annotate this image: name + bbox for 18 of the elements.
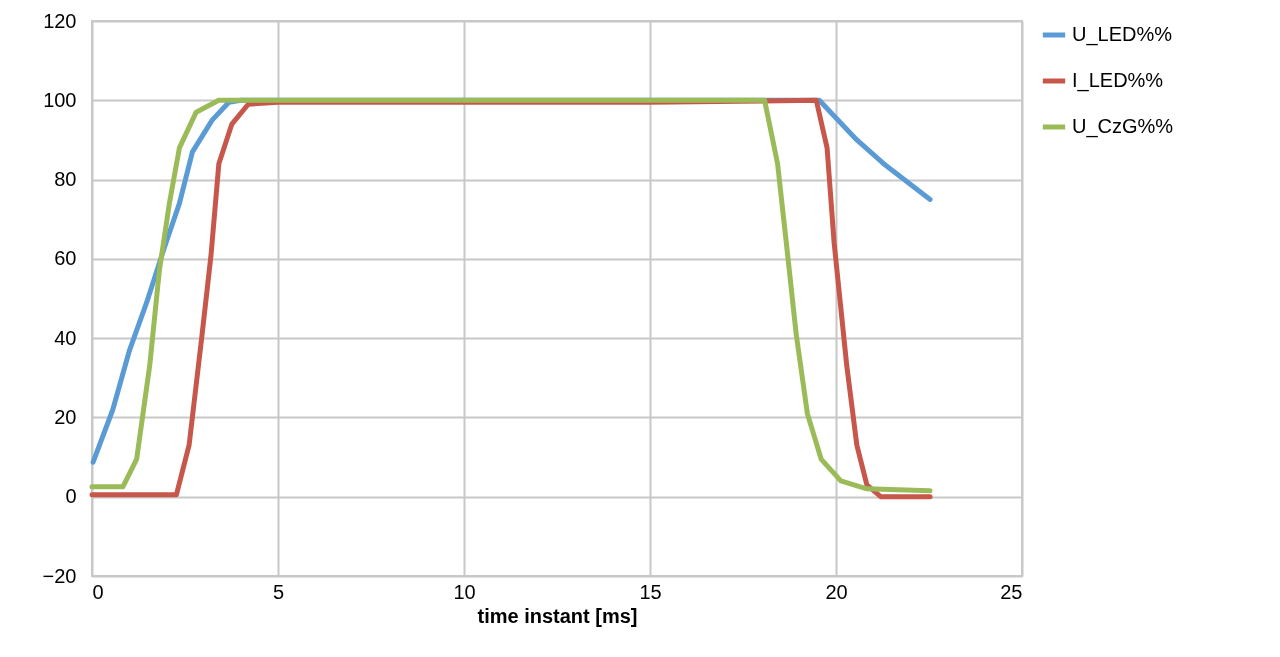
y-tick-label: 40 — [54, 326, 77, 349]
y-tick-label: 80 — [54, 168, 77, 191]
legend-label: I_LED%% — [1072, 69, 1164, 92]
x-axis-title: time instant [ms] — [477, 604, 638, 627]
y-tick-label: 20 — [54, 405, 77, 428]
x-tick-label: 15 — [639, 580, 662, 603]
x-tick-label: 5 — [272, 580, 285, 603]
x-tick-label: 10 — [453, 580, 476, 603]
x-tick-label: 0 — [92, 580, 104, 603]
y-tick-label: 0 — [65, 485, 77, 508]
legend-label: U_CzG%% — [1072, 115, 1174, 138]
legend-label: U_LED%% — [1072, 23, 1173, 46]
x-tick-label: 25 — [1000, 580, 1023, 603]
y-tick-label: 120 — [43, 9, 77, 32]
y-tick-label: −20 — [42, 564, 77, 587]
x-tick-label: 20 — [825, 580, 848, 603]
y-tick-label: 100 — [43, 88, 77, 111]
y-tick-label: 60 — [54, 247, 77, 270]
